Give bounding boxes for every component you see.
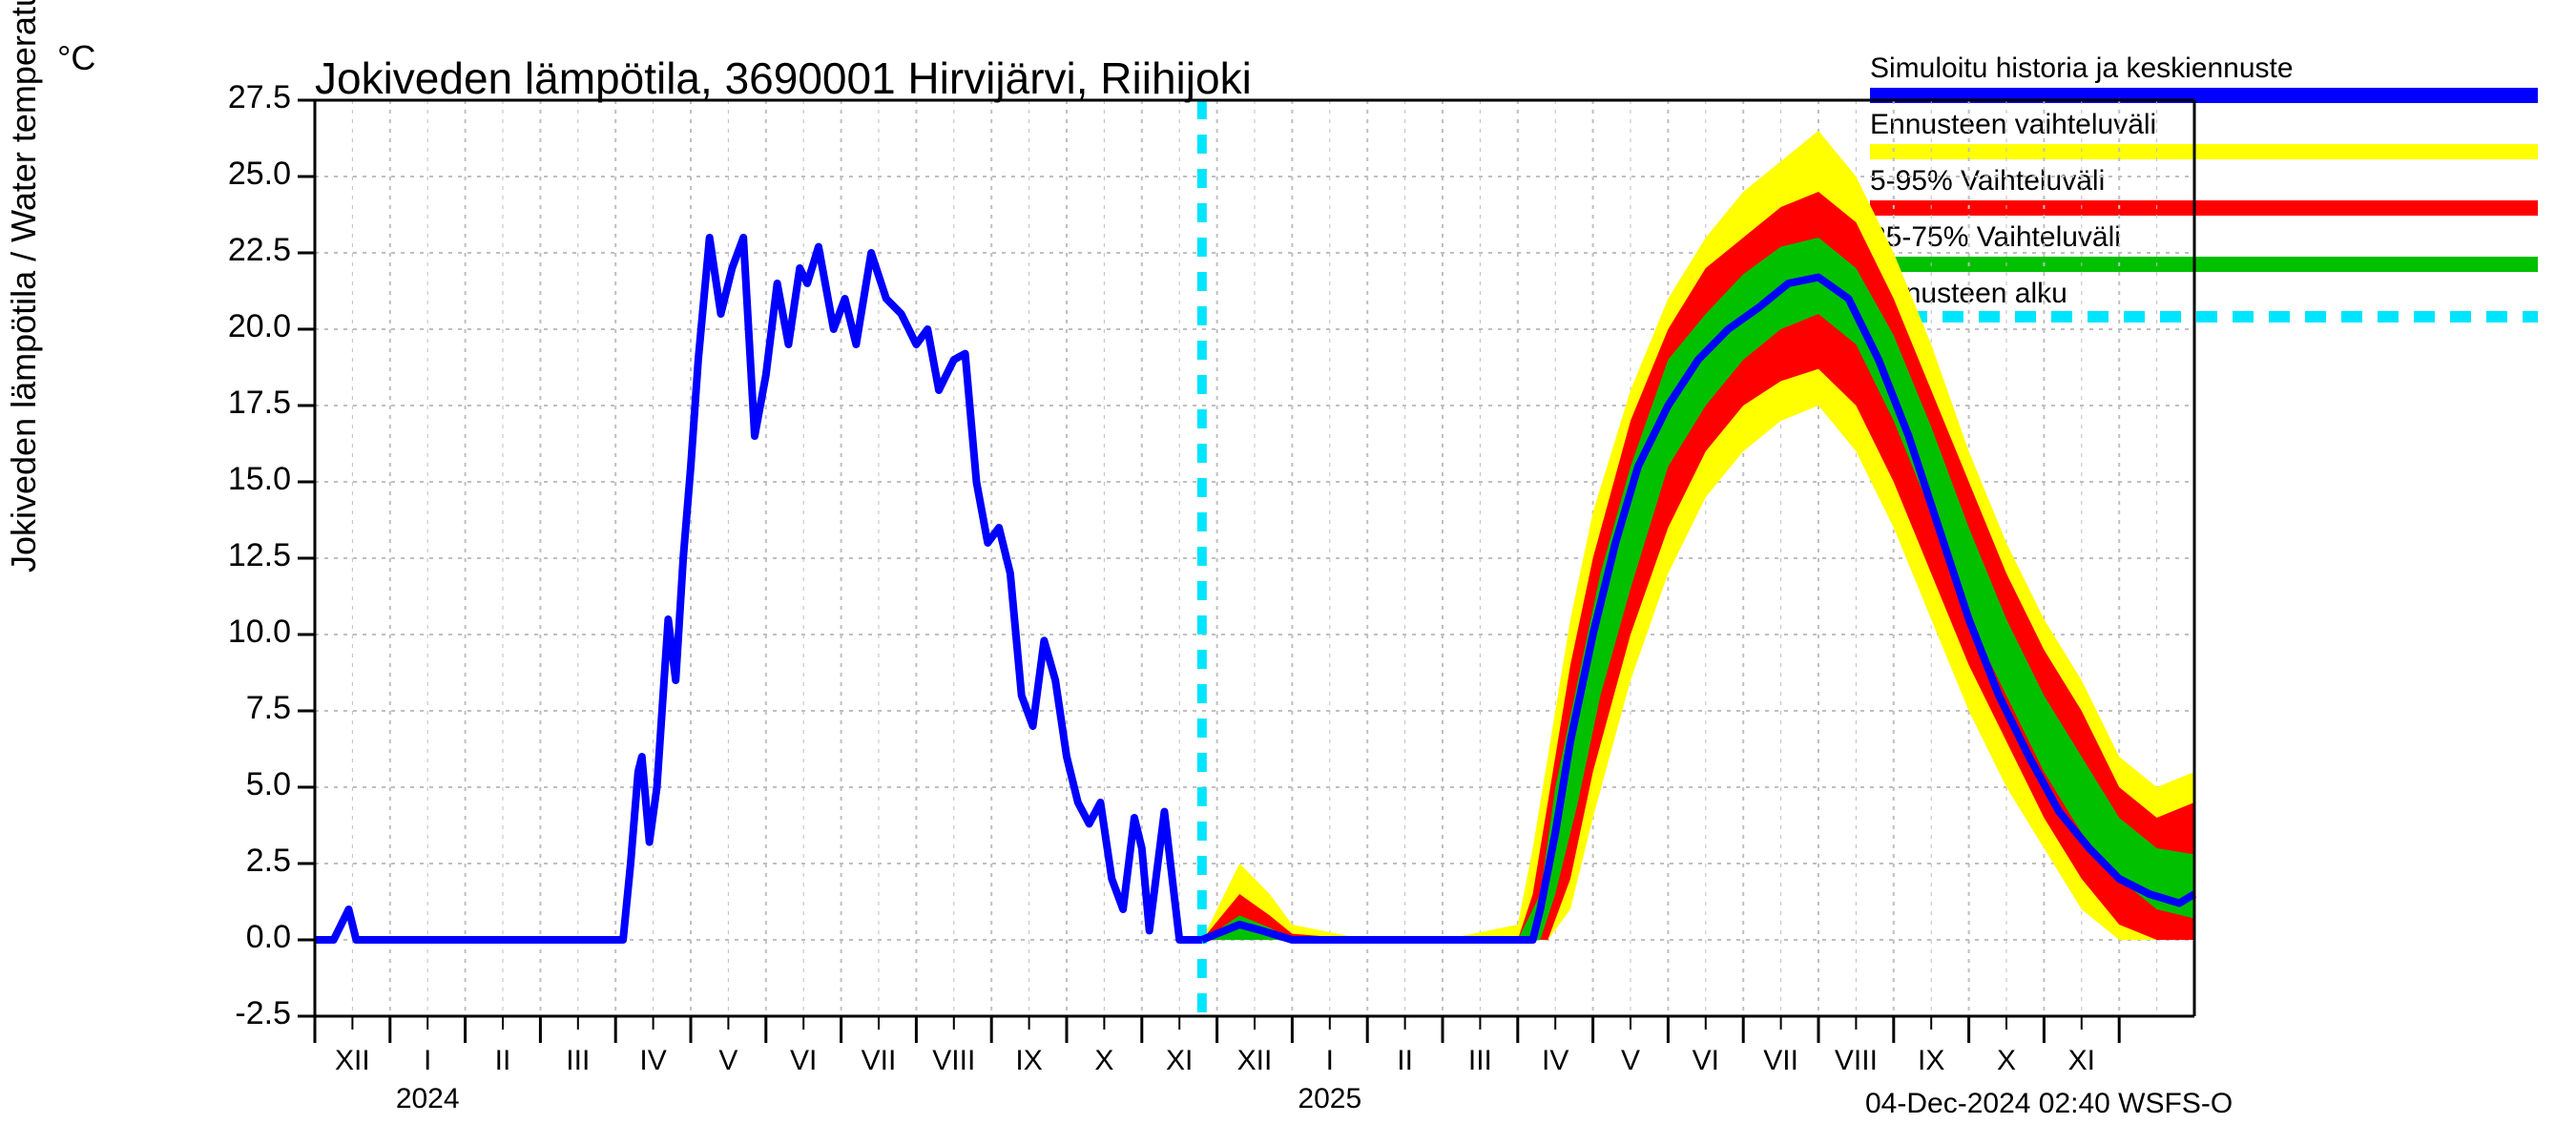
y-tick-label: 5.0 (200, 766, 291, 803)
x-tick-label: VII (862, 1045, 897, 1077)
x-tick-label: IV (1542, 1045, 1568, 1077)
x-tick-label: VI (1693, 1045, 1719, 1077)
y-tick-label: 7.5 (200, 690, 291, 727)
history-line (315, 238, 1202, 940)
x-tick-label: III (566, 1045, 590, 1077)
x-tick-label: III (1468, 1045, 1492, 1077)
x-tick-label: VIII (1835, 1045, 1878, 1077)
chart-stage: { "title": "Jokiveden lämpötila, 3690001… (0, 0, 2576, 1145)
x-tick-label: II (1397, 1045, 1413, 1077)
x-tick-label: I (424, 1045, 431, 1077)
x-tick-label: II (495, 1045, 511, 1077)
y-tick-label: 20.0 (200, 308, 291, 345)
x-tick-label: X (1094, 1045, 1113, 1077)
x-tick-label: IX (1015, 1045, 1042, 1077)
x-tick-label: VII (1763, 1045, 1798, 1077)
y-tick-label: -2.5 (200, 995, 291, 1032)
x-tick-label: XII (1237, 1045, 1273, 1077)
x-tick-label: XII (335, 1045, 370, 1077)
x-tick-label: VI (790, 1045, 817, 1077)
x-tick-label: VIII (932, 1045, 975, 1077)
y-tick-label: 25.0 (200, 156, 291, 193)
y-tick-label: 10.0 (200, 614, 291, 651)
year-label: 2024 (396, 1083, 460, 1115)
y-tick-label: 15.0 (200, 461, 291, 498)
y-tick-label: 12.5 (200, 537, 291, 574)
x-tick-label: V (1621, 1045, 1640, 1077)
x-tick-label: IV (639, 1045, 666, 1077)
chart-plot (0, 0, 2576, 1145)
y-tick-label: 0.0 (200, 919, 291, 956)
y-tick-label: 2.5 (200, 843, 291, 880)
y-tick-label: 22.5 (200, 232, 291, 269)
x-tick-label: IX (1918, 1045, 1944, 1077)
x-tick-label: I (1326, 1045, 1334, 1077)
x-tick-label: XI (2068, 1045, 2095, 1077)
y-tick-label: 27.5 (200, 79, 291, 116)
x-tick-label: XI (1166, 1045, 1193, 1077)
year-label: 2025 (1298, 1083, 1361, 1115)
y-tick-label: 17.5 (200, 385, 291, 422)
x-tick-label: X (1997, 1045, 2016, 1077)
x-tick-label: V (718, 1045, 737, 1077)
